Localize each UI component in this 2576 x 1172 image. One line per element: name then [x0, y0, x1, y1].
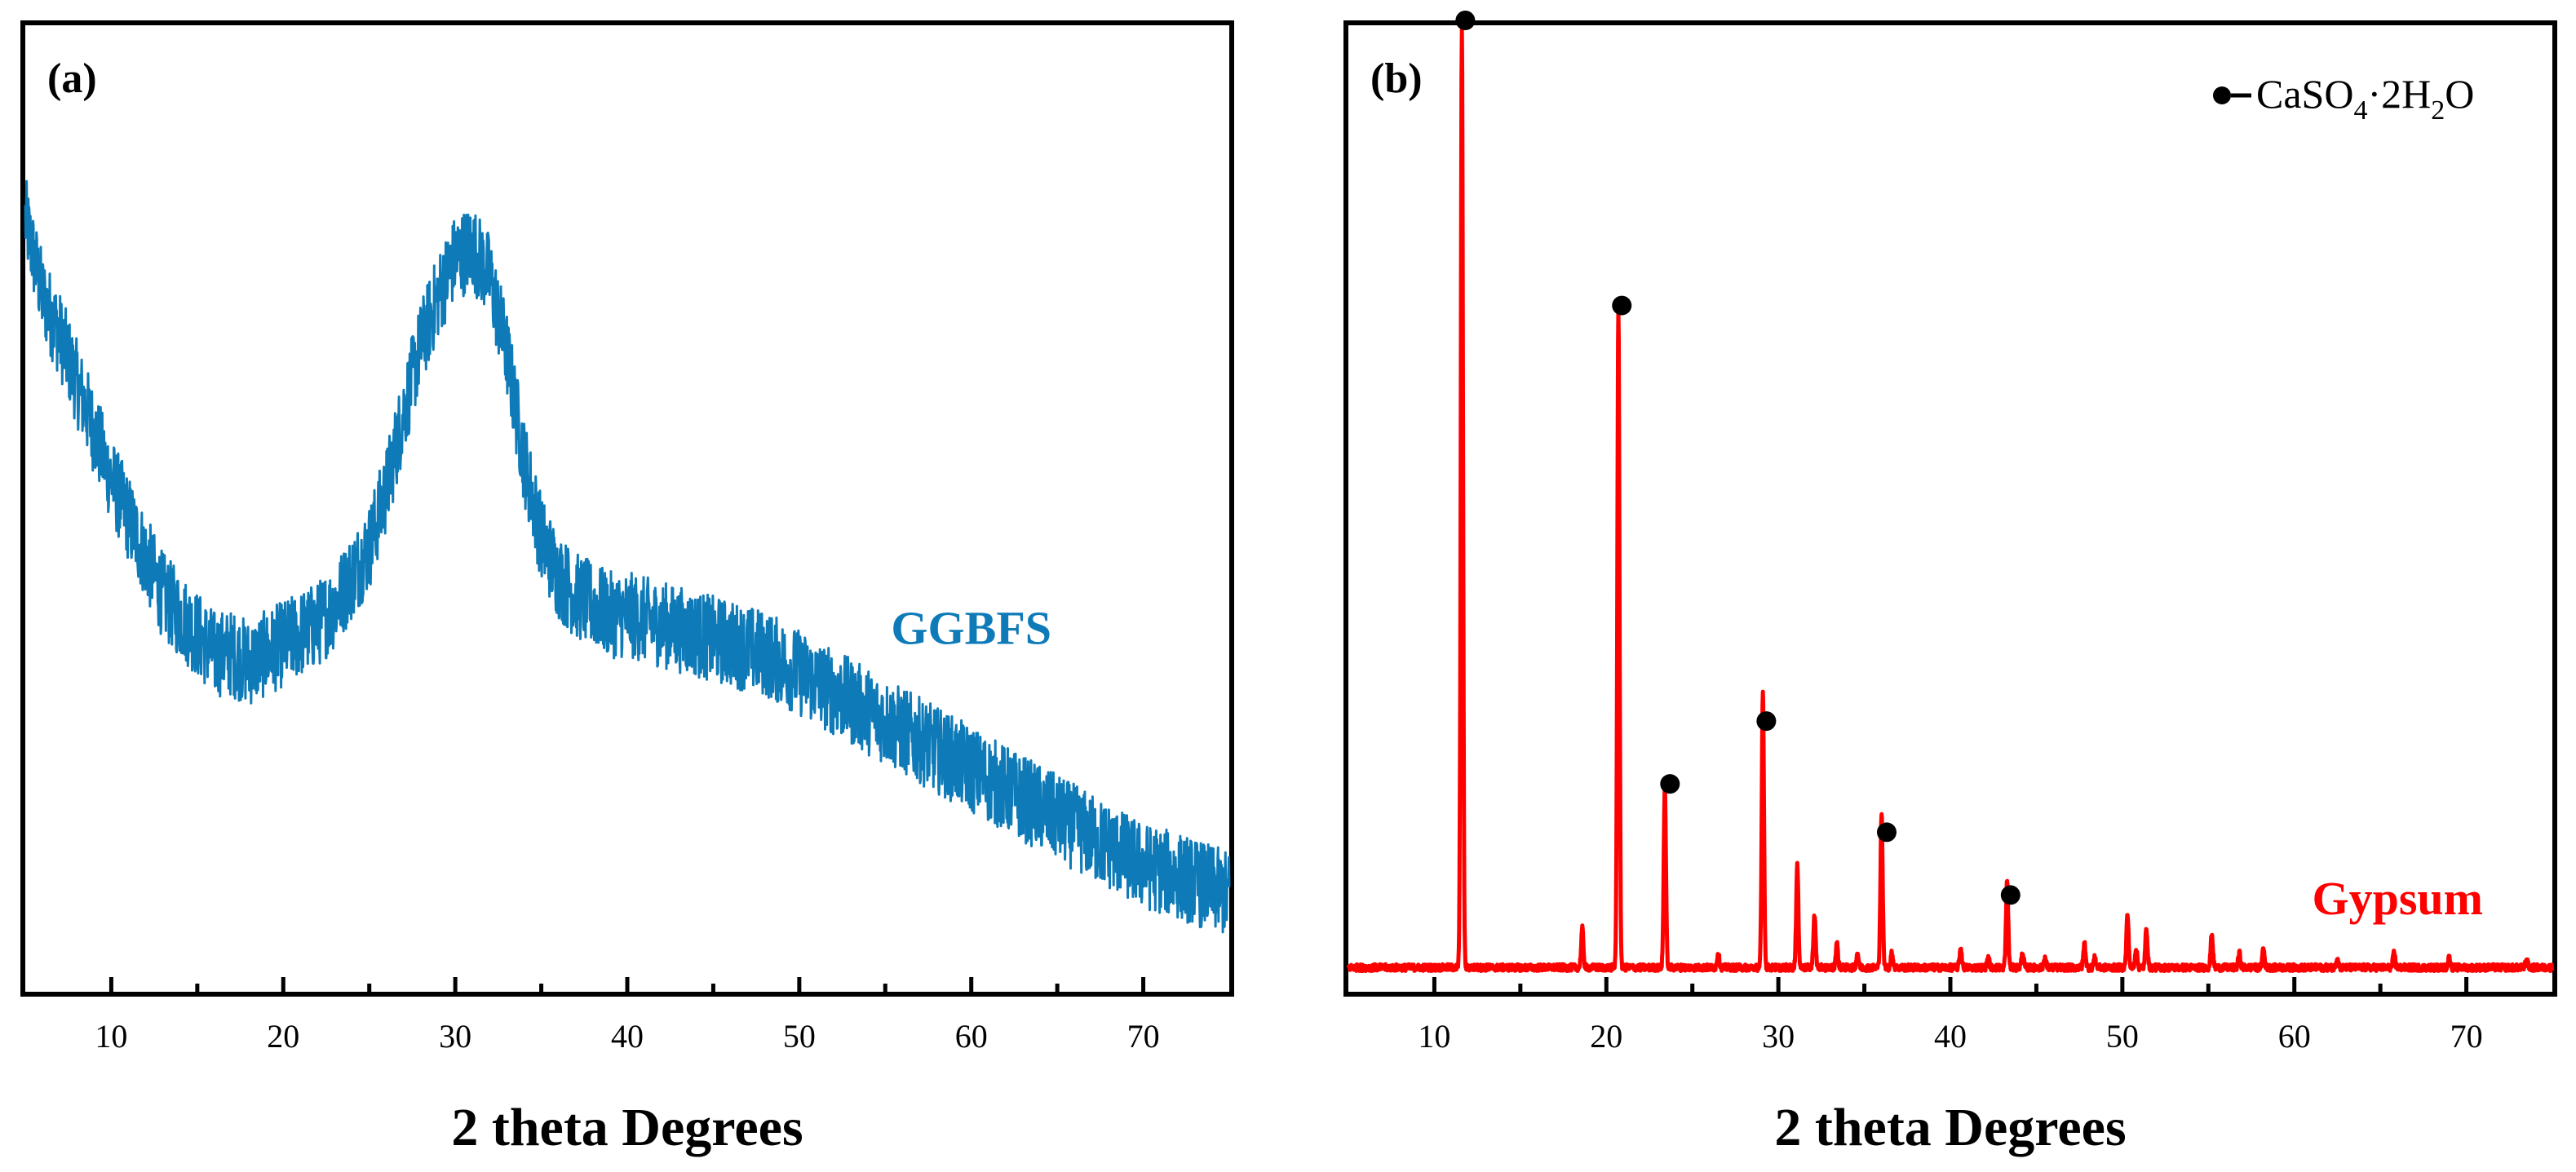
- x-tick-label: 30: [1762, 1018, 1795, 1055]
- gypsum-peak-marker: [1612, 295, 1632, 316]
- x-tick-label: 70: [2450, 1018, 2483, 1055]
- x-tick-label: 50: [783, 1018, 816, 1055]
- gypsum-label: Gypsum: [2312, 872, 2483, 925]
- panel-b-label: (b): [1370, 55, 1423, 102]
- gypsum-series-line: [1346, 28, 2555, 973]
- x-tick-label: 10: [1418, 1018, 1450, 1055]
- x-tick-label: 60: [955, 1018, 988, 1055]
- gypsum-peak-marker: [2000, 885, 2021, 905]
- x-tick-label: 40: [611, 1018, 644, 1055]
- panel-b-x-axis: 10 20 30 40 50 60 70: [1418, 977, 2483, 1055]
- x-tick-label: 20: [1590, 1018, 1622, 1055]
- panel-b-x-axis-title: 2 theta Degrees: [1774, 1098, 2126, 1157]
- panel-a-plot-area: [24, 179, 1231, 934]
- gypsum-peak-marker: [1660, 774, 1680, 794]
- panel-b-peak-markers: [1455, 11, 2021, 905]
- x-tick-label: 50: [2106, 1018, 2139, 1055]
- legend-marker-icon: [2213, 86, 2231, 104]
- ggbfs-label: GGBFS: [891, 601, 1051, 654]
- panel-a-x-axis-title: 2 theta Degrees: [451, 1098, 803, 1157]
- gypsum-peak-marker: [1455, 11, 1476, 30]
- legend-label: CaSO4·2H2O: [2256, 71, 2474, 126]
- panel-b-frame: [1343, 20, 2557, 997]
- x-tick-label: 20: [267, 1018, 299, 1055]
- x-tick-label: 30: [439, 1018, 471, 1055]
- panel-a-x-axis: 10 20 30 40 50 60 70: [95, 977, 1160, 1055]
- panel-b-plot-area: [1346, 28, 2555, 973]
- ggbfs-series-line: [24, 179, 1231, 934]
- panel-a-ggbfs-xrd: 10 20 30 40 50 60 70 (a) GGBFS 2 theta Degrees: [20, 20, 1234, 1157]
- panel-b-gypsum-xrd: 10 20 30 40 50 60 70 (b) CaSO4·2H2O Gypsum 2 t…: [1343, 11, 2557, 1157]
- legend: CaSO4·2H2O: [2213, 71, 2474, 126]
- gypsum-peak-marker: [1756, 711, 1777, 732]
- x-tick-label: 60: [2278, 1018, 2311, 1055]
- panel-a-frame: [20, 20, 1234, 997]
- x-tick-label: 70: [1127, 1018, 1160, 1055]
- x-tick-label: 10: [95, 1018, 127, 1055]
- panel-a-label: (a): [47, 55, 97, 102]
- x-tick-label: 40: [1934, 1018, 1967, 1055]
- gypsum-peak-marker: [1876, 822, 1897, 843]
